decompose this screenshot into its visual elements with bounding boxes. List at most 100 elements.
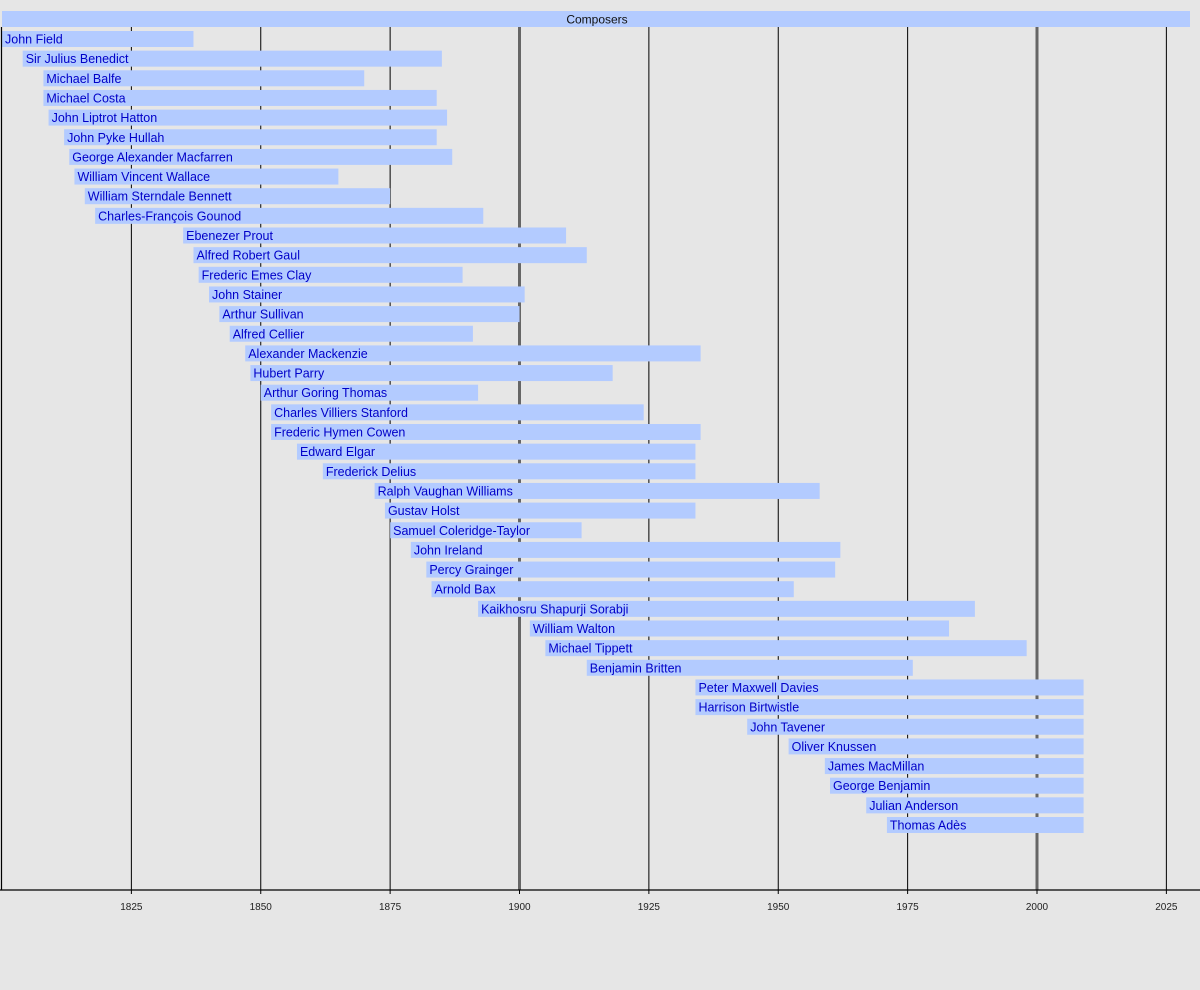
bar-label: Harrison Birtwistle: [698, 701, 799, 715]
composer-bar: John Stainer: [209, 286, 525, 303]
bar-rect: [384, 502, 696, 519]
bar-label: Frederick Delius: [326, 465, 416, 479]
bar-label: Sir Julius Benedict: [26, 52, 129, 66]
bar-rect: [866, 797, 1084, 814]
bar-label: Thomas Adès: [890, 819, 966, 833]
bar-label: John Field: [5, 33, 63, 47]
composer-bar: Frederic Hymen Cowen: [271, 424, 701, 440]
bar-rect: [271, 404, 644, 421]
bar-rect: [229, 325, 473, 342]
composer-bar: John Pyke Hullah: [64, 129, 437, 146]
title-bar: Composers: [2, 11, 1190, 27]
bar-label: William Vincent Wallace: [77, 170, 210, 184]
bar-rect: [271, 424, 701, 440]
bar-rect: [545, 640, 1027, 657]
bar-rect: [322, 463, 696, 480]
composer-bar: Frederic Emes Clay: [198, 266, 463, 283]
bar-label: Arnold Bax: [435, 583, 497, 597]
composer-bar: Sir Julius Benedict: [22, 50, 442, 67]
composer-bar: John Tavener: [747, 718, 1084, 735]
bar-rect: [209, 286, 525, 303]
composer-bar: George Alexander Macfarren: [69, 148, 453, 165]
bar-label: Edward Elgar: [300, 445, 375, 459]
bar-rect: [747, 718, 1084, 735]
x-tick-label: 1925: [638, 902, 661, 913]
x-tick-label: 2025: [1155, 902, 1178, 913]
bar-rect: [95, 207, 484, 224]
bar-rect: [74, 168, 339, 185]
composer-bar: Alfred Robert Gaul: [193, 247, 587, 264]
bar-rect: [431, 581, 794, 598]
composer-bar: Thomas Adès: [886, 817, 1084, 833]
bar-rect: [586, 659, 913, 676]
bar-label: George Benjamin: [833, 779, 930, 793]
bar-rect: [296, 443, 696, 460]
bar-label: Kaikhosru Shapurji Sorabji: [481, 602, 628, 616]
composer-bar: Alexander Mackenzie: [245, 345, 701, 362]
bar-rect: [84, 188, 391, 205]
bar-label: James MacMillan: [828, 760, 925, 774]
bar-rect: [410, 541, 841, 558]
bar-label: Oliver Knussen: [792, 740, 877, 754]
composer-bar: William Vincent Wallace: [74, 168, 339, 185]
bar-label: Charles Villiers Stanford: [274, 406, 408, 420]
bar-label: Percy Grainger: [429, 563, 513, 577]
bar-rect: [48, 109, 448, 126]
title-bar-rect: [2, 11, 1190, 27]
bar-rect: [695, 699, 1084, 716]
x-tick-label: 1950: [767, 902, 790, 913]
bar-label: Frederic Emes Clay: [202, 268, 312, 282]
composer-bar: Alfred Cellier: [229, 325, 473, 342]
bar-label: Michael Costa: [46, 91, 125, 105]
bar-label: Michael Balfe: [46, 72, 121, 86]
x-tick-label: 2000: [1026, 902, 1049, 913]
bar-label: William Walton: [533, 622, 615, 636]
bar-label: Arthur Sullivan: [222, 308, 303, 322]
bar-label: Charles-François Gounod: [98, 209, 241, 223]
bar-rect: [183, 227, 567, 244]
composer-bar: William Walton: [529, 620, 950, 637]
x-tick-label: 1850: [250, 902, 273, 913]
composer-bar: Arthur Goring Thomas: [260, 384, 479, 401]
bar-label: John Liptrot Hatton: [52, 111, 158, 125]
bar-rect: [824, 758, 1084, 775]
chart-title: Composers: [566, 13, 627, 27]
composer-bar: George Benjamin: [830, 777, 1084, 794]
bar-label: Alfred Robert Gaul: [196, 249, 300, 263]
composer-bar: Michael Tippett: [545, 640, 1027, 657]
bar-label: Alfred Cellier: [233, 327, 305, 341]
bars: John Field Sir Julius Benedict Michael Bal…: [2, 31, 1084, 833]
composer-bar: Hubert Parry: [250, 365, 613, 382]
composer-bar: Arnold Bax: [431, 581, 794, 598]
x-tick-label: 1825: [120, 902, 143, 913]
composer-bar: Percy Grainger: [426, 561, 836, 578]
composer-bar: John Ireland: [410, 541, 841, 558]
bar-label: Ralph Vaughan Williams: [378, 484, 513, 498]
bar-rect: [478, 600, 975, 617]
bar-label: Frederic Hymen Cowen: [274, 426, 405, 440]
bar-label: George Alexander Macfarren: [72, 150, 233, 164]
bar-rect: [198, 266, 463, 283]
bar-label: John Stainer: [212, 288, 282, 302]
composer-bar: Oliver Knussen: [788, 738, 1084, 755]
composer-bar: Benjamin Britten: [586, 659, 913, 676]
bar-label: Alexander Mackenzie: [248, 347, 368, 361]
bar-rect: [250, 365, 613, 382]
composer-bar: Ralph Vaughan Williams: [374, 482, 820, 499]
bar-label: Gustav Holst: [388, 504, 460, 518]
bar-rect: [695, 679, 1084, 696]
bar-rect: [830, 777, 1084, 794]
bar-rect: [374, 482, 820, 499]
bar-rect: [260, 384, 479, 401]
composer-bar: John Field: [2, 31, 194, 47]
composer-bar: John Liptrot Hatton: [48, 109, 448, 126]
composer-bar: Edward Elgar: [296, 443, 696, 460]
composer-bar: Charles Villiers Stanford: [271, 404, 644, 421]
bar-label: John Ireland: [414, 543, 483, 557]
composer-bar: James MacMillan: [824, 758, 1084, 775]
composer-bar: Arthur Sullivan: [219, 306, 520, 323]
composer-bar: Samuel Coleridge-Taylor: [390, 522, 582, 539]
bar-rect: [64, 129, 437, 146]
bar-rect: [219, 306, 520, 323]
